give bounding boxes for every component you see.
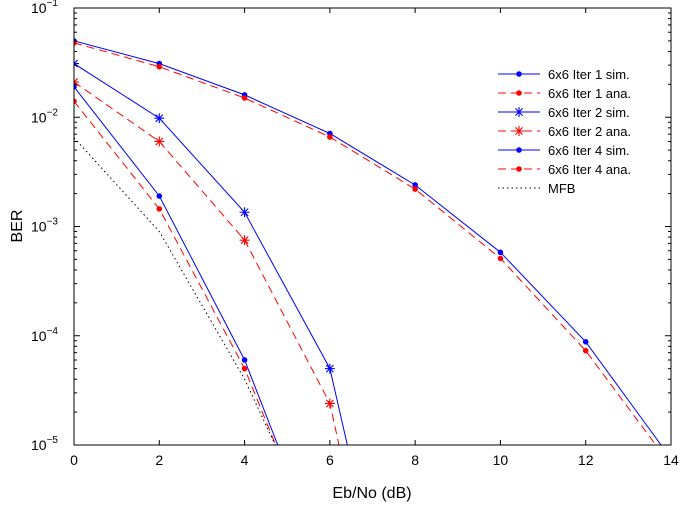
data-point [582, 347, 589, 354]
legend-label-6: MFB [548, 181, 575, 196]
legend-marker-1 [516, 90, 522, 96]
legend-label-2: 6x6 Iter 2 sim. [548, 105, 630, 120]
legend-marker-2 [514, 107, 524, 117]
x-tick-label: 2 [155, 452, 163, 468]
x-axis-label: Eb/No (dB) [332, 485, 411, 502]
legend-label-1: 6x6 Iter 1 ana. [548, 86, 631, 101]
x-tick-label: 4 [241, 452, 249, 468]
x-tick-label: 0 [70, 452, 78, 468]
data-point [327, 134, 333, 140]
x-tick-label: 6 [326, 452, 334, 468]
y-tick-label: 10−2 [31, 107, 58, 125]
data-point [241, 365, 248, 372]
data-point [74, 40, 77, 46]
y-tick-label: 10−4 [31, 326, 58, 344]
data-point [156, 63, 163, 70]
data-point [156, 193, 163, 199]
data-point [154, 113, 165, 124]
plot-series-layer [74, 38, 662, 445]
y-axis-label: BER [9, 210, 26, 243]
legend-marker-5 [516, 166, 522, 172]
legend-label-4: 6x6 Iter 4 sim. [548, 143, 630, 158]
y-tick-label: 10−1 [31, 0, 58, 16]
series-line-1 [74, 42, 657, 445]
y-tick-label: 10−5 [31, 435, 58, 453]
data-point [74, 98, 77, 105]
legend-label-0: 6x6 Iter 1 sim. [548, 67, 630, 82]
series-line-6 [74, 137, 276, 445]
data-point [412, 186, 418, 192]
data-point [239, 235, 250, 246]
y-tick-label: 10−3 [31, 217, 58, 235]
x-tick-label: 10 [493, 452, 509, 468]
tick-labels: 0 2 4 6 8 10 12 14 10−5 10−4 10−3 10−2 10−1 [31, 0, 679, 468]
series-line-5 [74, 100, 277, 445]
data-point [239, 207, 250, 218]
data-point [324, 363, 335, 374]
x-tick-label: 12 [578, 452, 594, 468]
data-point [324, 398, 335, 409]
data-point [156, 206, 163, 212]
data-point [154, 136, 165, 147]
legend-label-3: 6x6 Iter 2 ana. [548, 124, 631, 139]
data-point [241, 95, 248, 101]
data-point [74, 83, 77, 90]
legend-marker-4 [516, 147, 522, 153]
data-point [241, 357, 248, 363]
legend-label-5: 6x6 Iter 4 ana. [548, 162, 631, 177]
axis-ticks [73, 7, 672, 446]
data-point [497, 249, 504, 256]
series-line-0 [74, 40, 662, 445]
x-tick-label: 8 [411, 452, 419, 468]
legend-box [492, 60, 664, 212]
legend-marker-0 [516, 71, 522, 77]
series-line-2 [74, 63, 348, 445]
legend-marker-3 [514, 126, 524, 136]
x-tick-label: 14 [663, 452, 679, 468]
data-point [582, 339, 589, 345]
legend: 6x6 Iter 1 sim. 6x6 Iter 1 ana. 6x6 Iter 2… [492, 60, 664, 212]
series-line-4 [74, 86, 279, 445]
data-point [497, 255, 504, 262]
